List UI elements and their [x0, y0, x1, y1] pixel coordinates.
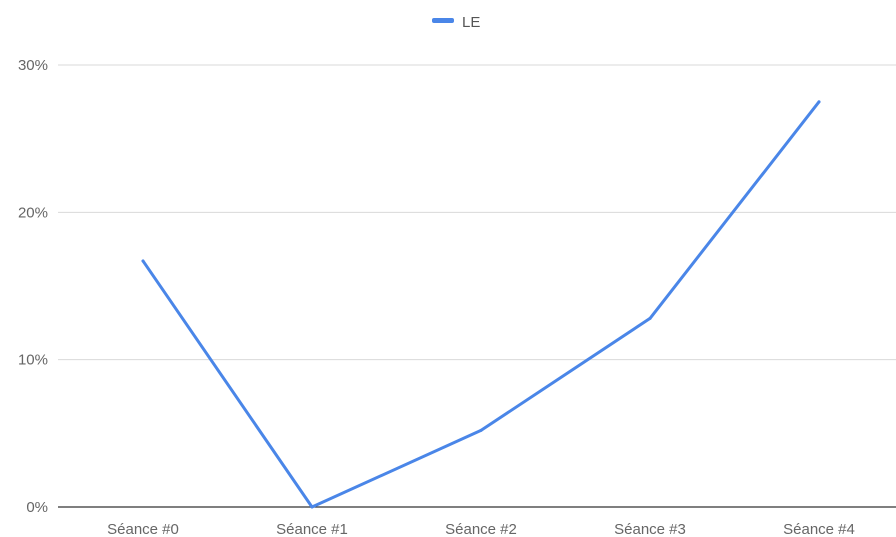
- data-point: [310, 505, 314, 509]
- series-line: [141, 100, 821, 509]
- data-point: [141, 259, 145, 263]
- legend-swatch-le: [432, 18, 454, 23]
- x-tick-label: Séance #2: [445, 521, 517, 537]
- data-point: [648, 316, 652, 320]
- legend-label-le: LE: [462, 14, 480, 31]
- y-tick-labels: 0% 10% 20% 30%: [18, 57, 48, 516]
- y-tick-label: 30%: [18, 57, 48, 74]
- data-point: [479, 428, 483, 432]
- gridlines: [58, 64, 896, 508]
- x-tick-label: Séance #1: [276, 521, 348, 537]
- x-tick-label: Séance #4: [783, 521, 855, 537]
- data-point: [817, 100, 821, 104]
- series-layer: [141, 100, 821, 509]
- y-tick-label: 0%: [26, 499, 48, 516]
- x-tick-labels: Séance #0 Séance #1 Séance #2 Séance #3 Séan…: [107, 521, 855, 537]
- x-tick-label: Séance #3: [614, 521, 686, 537]
- y-tick-label: 20%: [18, 204, 48, 221]
- y-tick-label: 10%: [18, 352, 48, 369]
- legend: LE: [432, 14, 480, 31]
- x-tick-label: Séance #0: [107, 521, 179, 537]
